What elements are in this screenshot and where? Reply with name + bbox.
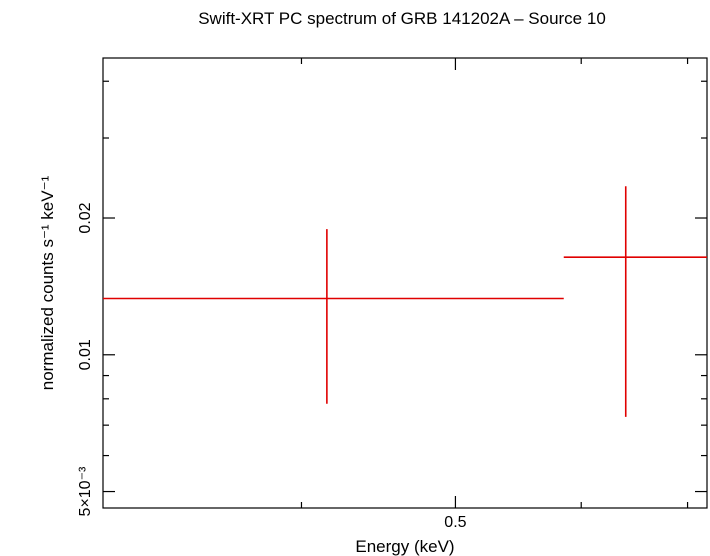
data-point [103, 229, 564, 404]
y-tick-label: 5×10⁻³ [77, 466, 94, 516]
x-tick-label: 0.5 [444, 514, 466, 531]
data-point [563, 186, 707, 417]
chart-title: Swift-XRT PC spectrum of GRB 141202A – S… [198, 9, 606, 28]
y-tick-label: 0.01 [77, 339, 94, 370]
plot-frame [102, 57, 708, 509]
y-axis-label: normalized counts s⁻¹ keV⁻¹ [38, 175, 57, 390]
y-tick-label: 0.02 [77, 202, 94, 233]
x-axis-label: Energy (keV) [355, 537, 454, 556]
